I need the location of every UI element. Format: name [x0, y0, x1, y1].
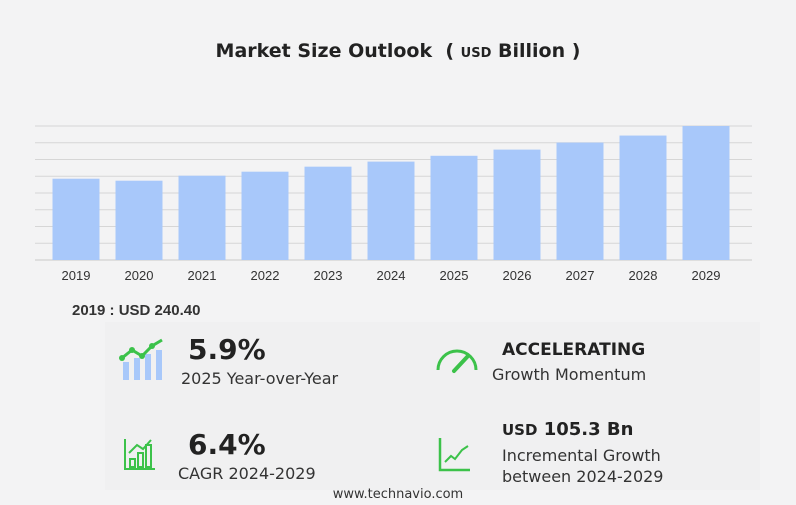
bar-chart: 2019 2020 2021 2022 2023 2024 2025 2026 2027 2028…: [35, 125, 752, 283]
momentum-value: ACCELERATING: [502, 340, 646, 360]
momentum-label: Growth Momentum: [492, 365, 647, 384]
bar-2027: [556, 142, 604, 260]
footer-url: www.technavio.com: [332, 487, 464, 502]
x-tick-label: 2025: [440, 268, 469, 283]
yoy-label: 2025 Year-over-Year: [181, 369, 339, 388]
bar-2025: [430, 155, 478, 260]
x-tick-label: 2019: [62, 268, 91, 283]
bar-2029: [682, 126, 730, 260]
yoy-value: 5.9%: [188, 333, 266, 366]
incremental-period: between 2024-2029: [502, 467, 664, 486]
bar-2028: [619, 135, 667, 260]
x-tick-label: 2023: [314, 268, 343, 283]
incremental-value: USD 105.3 Bn: [502, 419, 634, 440]
x-tick-label: 2021: [188, 268, 217, 283]
speedometer-icon: [436, 349, 478, 373]
bar-2019: [52, 178, 100, 260]
bar-2026: [493, 149, 541, 260]
x-tick-label: 2026: [503, 268, 532, 283]
cagr-value: 6.4%: [188, 428, 266, 461]
x-tick-label: 2028: [629, 268, 658, 283]
first-year-value: 2019 : USD 240.40: [72, 302, 201, 319]
bar-2021: [178, 175, 226, 260]
bar-2024: [367, 161, 415, 260]
bar-2020: [115, 180, 163, 260]
trend-line-icon: [438, 438, 470, 472]
x-tick-label: 2020: [125, 268, 154, 283]
bar-growth-icon: [124, 439, 155, 470]
x-tick-label: 2022: [251, 268, 280, 283]
bar-2022: [241, 171, 289, 260]
chart-title: Market Size Outlook ( USD Billion ): [215, 40, 581, 62]
x-tick-label: 2029: [692, 268, 721, 283]
cagr-label: CAGR 2024-2029: [178, 464, 316, 483]
stats-panel: [105, 322, 760, 490]
x-tick-label: 2027: [566, 268, 595, 283]
growth-chart-icon: [119, 338, 163, 380]
incremental-label: Incremental Growth: [502, 446, 661, 465]
bar-2023: [304, 166, 352, 260]
x-tick-label: 2024: [377, 268, 406, 283]
